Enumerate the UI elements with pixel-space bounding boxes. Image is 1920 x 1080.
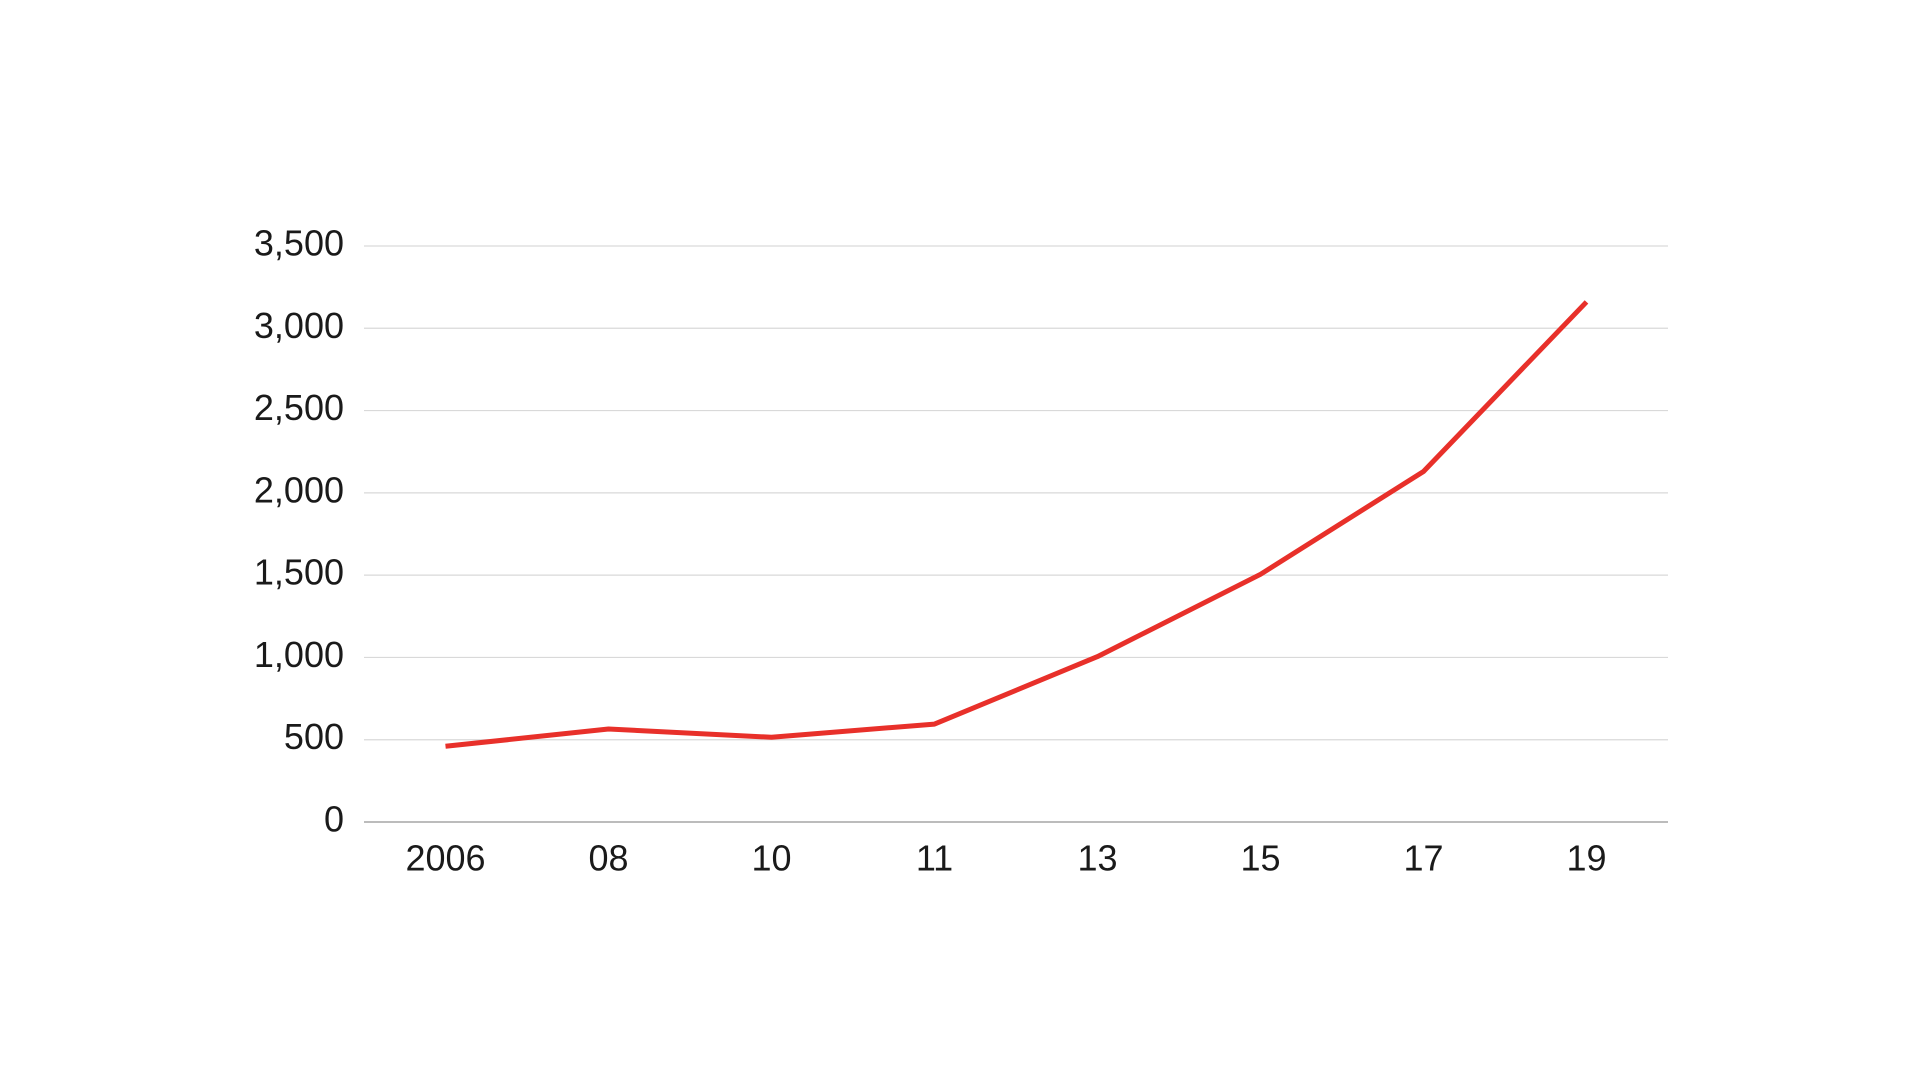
y-tick-label: 3,500 xyxy=(254,223,344,264)
data-line xyxy=(445,300,1589,749)
y-tick-label: 500 xyxy=(284,716,344,757)
y-tick-label: 3,000 xyxy=(254,305,344,346)
y-tick-label: 0 xyxy=(324,799,344,840)
y-tick-label: 2,500 xyxy=(254,387,344,428)
y-tick-label: 1,000 xyxy=(254,634,344,675)
y-tick-label: 1,500 xyxy=(254,552,344,593)
x-tick-label: 17 xyxy=(1403,838,1443,879)
x-tick-label: 11 xyxy=(916,838,953,879)
x-tick-label: 15 xyxy=(1240,838,1280,879)
x-tick-label: 19 xyxy=(1566,838,1606,879)
x-tick-label: 13 xyxy=(1077,838,1117,879)
x-tick-label: 2006 xyxy=(405,838,485,879)
x-tick-label: 08 xyxy=(588,838,628,879)
x-tick-label: 10 xyxy=(751,838,791,879)
y-tick-label: 2,000 xyxy=(254,469,344,510)
